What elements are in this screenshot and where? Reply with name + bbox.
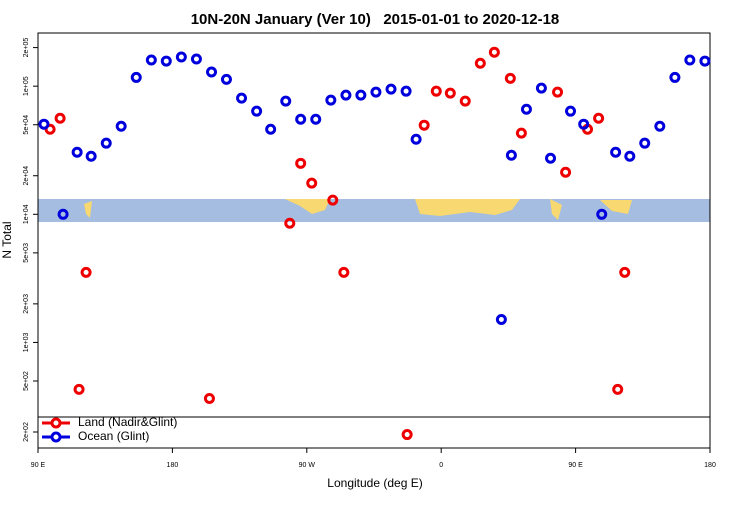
data-point bbox=[410, 133, 422, 145]
data-point bbox=[115, 120, 127, 132]
data-point bbox=[459, 95, 471, 107]
x-tick-label: 180 bbox=[704, 462, 716, 469]
data-point bbox=[474, 57, 486, 69]
x-tick-label: 0 bbox=[439, 462, 443, 469]
data-point bbox=[340, 89, 352, 101]
data-point bbox=[699, 55, 711, 67]
y-tick-label: 5e+03 bbox=[23, 243, 30, 263]
data-point bbox=[684, 54, 696, 66]
data-point bbox=[639, 137, 651, 149]
data-point bbox=[488, 46, 500, 58]
data-point bbox=[284, 217, 296, 229]
data-point bbox=[355, 89, 367, 101]
data-point bbox=[560, 166, 572, 178]
legend-marker bbox=[50, 431, 62, 443]
data-point bbox=[57, 208, 69, 220]
y-tick-label: 2e+03 bbox=[23, 294, 30, 314]
y-tick-label: 2e+04 bbox=[23, 166, 30, 186]
data-point bbox=[310, 113, 322, 125]
x-tick-label: 90 E bbox=[568, 462, 583, 469]
data-point bbox=[295, 113, 307, 125]
y-tick-label: 5e+04 bbox=[23, 115, 30, 135]
data-point bbox=[325, 94, 337, 106]
data-point bbox=[327, 194, 339, 206]
map-band bbox=[38, 199, 710, 222]
x-tick-label: 90 W bbox=[299, 462, 316, 469]
legend-label: Ocean (Glint) bbox=[78, 429, 149, 443]
data-point bbox=[71, 146, 83, 158]
data-point bbox=[400, 85, 412, 97]
data-point bbox=[612, 383, 624, 395]
data-point bbox=[145, 54, 157, 66]
data-point bbox=[175, 51, 187, 63]
data-point bbox=[401, 429, 413, 441]
data-point bbox=[495, 313, 507, 325]
data-point bbox=[593, 112, 605, 124]
data-point bbox=[73, 383, 85, 395]
y-tick-label: 1e+05 bbox=[23, 76, 30, 96]
data-point bbox=[545, 152, 557, 164]
chart-title: 10N-20N January (Ver 10) 2015-01-01 to 2… bbox=[191, 11, 560, 28]
legend-label: Land (Nadir&Glint) bbox=[78, 415, 177, 429]
data-point bbox=[654, 120, 666, 132]
data-point bbox=[505, 149, 517, 161]
x-axis-title: Longitude (deg E) bbox=[327, 476, 422, 490]
data-point bbox=[565, 105, 577, 117]
data-point bbox=[80, 266, 92, 278]
data-point bbox=[38, 118, 50, 130]
data-point bbox=[295, 157, 307, 169]
y-tick-label: 5e+02 bbox=[23, 371, 30, 391]
y-tick-label: 2e+02 bbox=[23, 422, 30, 442]
x-tick-label: 180 bbox=[167, 462, 179, 469]
data-point bbox=[578, 118, 590, 130]
x-tick-label: 90 E bbox=[31, 462, 46, 469]
data-point bbox=[160, 55, 172, 67]
data-point bbox=[385, 83, 397, 95]
data-point bbox=[190, 53, 202, 65]
data-point bbox=[306, 177, 318, 189]
y-tick-label: 2e+05 bbox=[23, 38, 30, 58]
data-point bbox=[220, 73, 232, 85]
y-tick-label: 1e+03 bbox=[23, 333, 30, 353]
data-point bbox=[552, 86, 564, 98]
data-point bbox=[515, 127, 527, 139]
data-point bbox=[444, 87, 456, 99]
y-tick-label: 1e+04 bbox=[23, 204, 30, 224]
data-point bbox=[100, 137, 112, 149]
data-point bbox=[430, 85, 442, 97]
data-point bbox=[504, 72, 516, 84]
data-point bbox=[619, 266, 631, 278]
data-point bbox=[251, 105, 263, 117]
data-point bbox=[370, 86, 382, 98]
data-point bbox=[265, 123, 277, 135]
data-point bbox=[520, 103, 532, 115]
ocean-band bbox=[38, 199, 710, 222]
data-point bbox=[206, 66, 218, 78]
data-point bbox=[236, 92, 248, 104]
plot-frame bbox=[37, 32, 711, 449]
data-point bbox=[418, 119, 430, 131]
data-point bbox=[130, 71, 142, 83]
data-point bbox=[338, 266, 350, 278]
data-point bbox=[54, 112, 66, 124]
data-point bbox=[624, 150, 636, 162]
data-point bbox=[280, 95, 292, 107]
data-point bbox=[203, 393, 215, 405]
data-point bbox=[596, 208, 608, 220]
land-shapes bbox=[84, 199, 632, 220]
data-point bbox=[610, 146, 622, 158]
data-point bbox=[669, 71, 681, 83]
y-axis-title: N Total bbox=[0, 221, 14, 258]
data-point bbox=[535, 82, 547, 94]
legend-marker bbox=[50, 417, 62, 429]
data-point bbox=[85, 150, 97, 162]
